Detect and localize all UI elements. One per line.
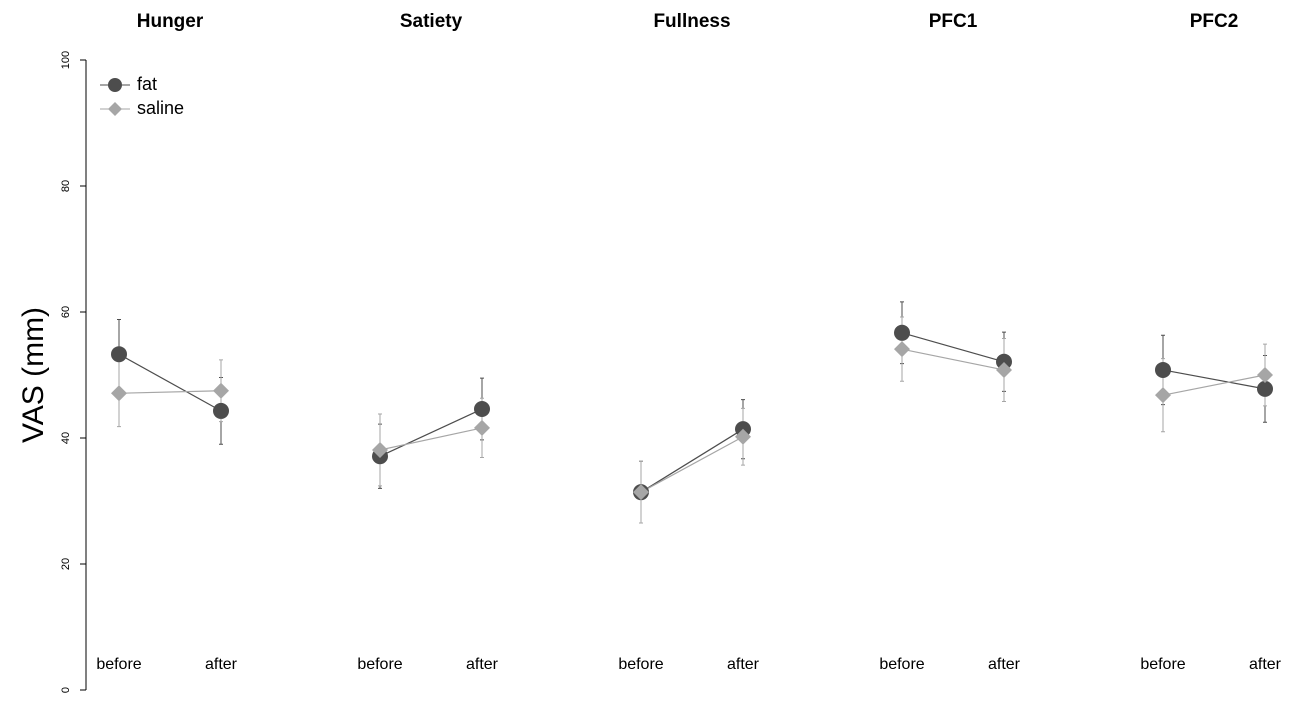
x-tick-label: after (1249, 656, 1282, 673)
legend-label: fat (137, 74, 157, 94)
series-line (118, 390, 222, 394)
y-tick-label: 60 (60, 306, 72, 318)
y-tick-label: 80 (60, 180, 72, 192)
legend-marker (108, 78, 122, 92)
marker (474, 401, 490, 418)
series-line (379, 408, 483, 457)
marker (735, 428, 751, 445)
marker (1257, 367, 1273, 383)
x-tick-label: before (96, 656, 141, 673)
series-line (901, 348, 1005, 371)
panel-title: PFC2 (1190, 11, 1239, 32)
y-tick-label: 100 (60, 51, 72, 69)
marker (474, 419, 490, 436)
panel-title: Hunger (137, 11, 204, 32)
x-tick-label: before (879, 656, 924, 673)
panel-title: Fullness (653, 11, 730, 32)
y-tick-label: 20 (60, 558, 72, 570)
series-line (118, 353, 222, 412)
x-tick-label: before (1140, 656, 1185, 673)
series-line (640, 436, 744, 493)
series-line (1162, 374, 1266, 396)
y-axis-label: VAS (mm) (17, 307, 50, 443)
marker (213, 382, 229, 399)
marker (633, 484, 649, 501)
legend-marker (108, 102, 122, 116)
x-tick-label: after (988, 656, 1021, 673)
marker (213, 402, 229, 419)
marker (1257, 380, 1273, 397)
marker (111, 346, 127, 363)
series-line (901, 332, 1005, 363)
panel-title: Satiety (400, 11, 463, 32)
marker (894, 324, 910, 341)
x-tick-label: after (466, 656, 499, 673)
marker (996, 361, 1012, 378)
x-tick-label: after (727, 656, 760, 673)
legend-label: saline (137, 98, 184, 118)
x-tick-label: before (618, 656, 663, 673)
panel-title: PFC1 (929, 11, 978, 32)
series-line (640, 428, 744, 493)
x-tick-label: before (357, 656, 402, 673)
y-tick-label: 0 (60, 687, 72, 693)
marker (111, 385, 127, 402)
y-tick-label: 40 (60, 432, 72, 444)
marker (996, 353, 1012, 370)
series-line (379, 427, 483, 451)
x-tick-label: after (205, 656, 238, 673)
series-line (1162, 369, 1266, 390)
marker (1155, 361, 1171, 378)
marker (1155, 387, 1171, 404)
marker (894, 341, 910, 358)
marker (372, 441, 388, 458)
